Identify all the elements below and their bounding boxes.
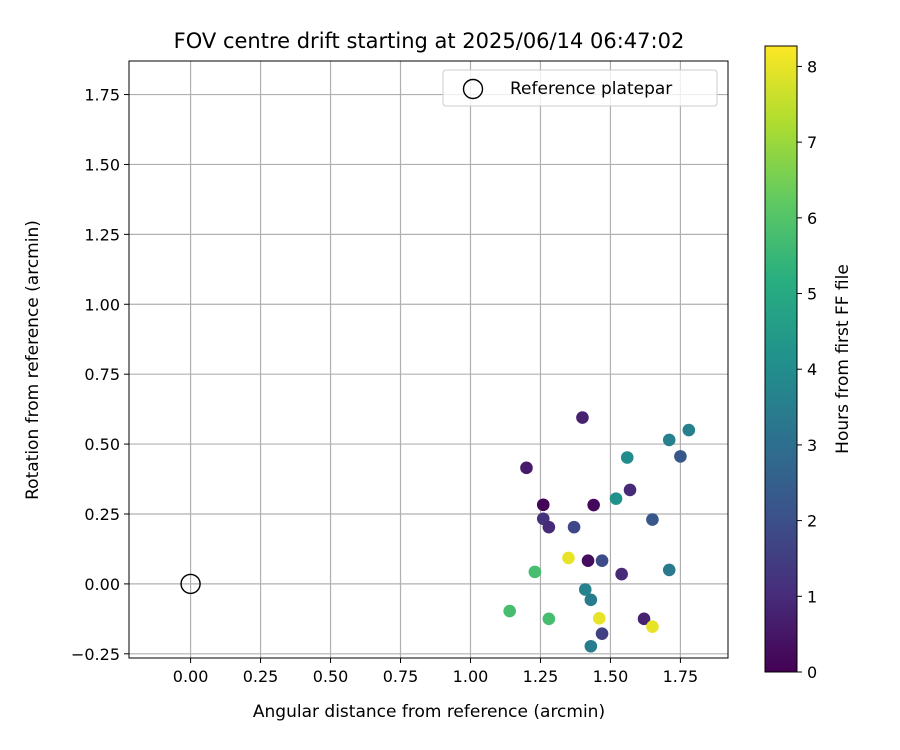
colorbar-tick-label: 0	[807, 663, 817, 682]
legend-marker-icon	[462, 78, 484, 100]
x-tick-label: 1.25	[523, 667, 559, 686]
colorbar-gradient	[764, 45, 798, 673]
data-point	[576, 411, 589, 424]
data-point	[646, 620, 659, 633]
grid	[129, 61, 728, 658]
data-point	[595, 554, 609, 567]
data-point	[662, 563, 676, 577]
chart-title: FOV centre drift starting at 2025/06/14 …	[174, 29, 685, 53]
data-point	[587, 498, 600, 512]
data-point	[620, 451, 634, 464]
colorbar-tick-label: 3	[807, 436, 817, 455]
data-point	[615, 567, 628, 581]
colorbar-tick-label: 4	[807, 360, 817, 379]
data-point	[646, 513, 659, 526]
colorbar-tick-label: 1	[807, 587, 817, 606]
data-point	[528, 565, 542, 579]
data-point	[584, 639, 598, 653]
y-tick-label: 1.00	[84, 295, 120, 314]
y-tick-label: 0.75	[84, 365, 120, 384]
data-point	[584, 593, 598, 607]
y-tick-label: 0.25	[84, 505, 120, 524]
colorbar-tick-label: 2	[807, 512, 817, 531]
colorbar: 0 1 2 3 4 5 6 7 8 Hours from first FF file	[764, 45, 853, 682]
x-tick-label: 0.50	[313, 667, 349, 686]
data-point	[562, 551, 575, 565]
x-tick-label: 0.75	[383, 667, 419, 686]
data-point	[503, 604, 516, 618]
colorbar-tick-label: 7	[807, 133, 817, 152]
x-tick-label: 1.50	[593, 667, 629, 686]
legend-box	[442, 69, 718, 107]
data-point	[609, 492, 623, 505]
y-axis-ticks: −0.25 0.00 0.25 0.50 0.75 1.00 1.25 1.50 1.75	[71, 86, 129, 664]
data-point	[542, 520, 556, 534]
x-axis-label: Angular distance from reference (arcmin)	[253, 702, 605, 722]
data-point	[637, 612, 651, 626]
data-point	[536, 498, 550, 512]
reference-platepar-marker	[180, 573, 201, 595]
y-tick-label: 1.50	[84, 155, 120, 174]
colorbar-tick-label: 5	[807, 285, 817, 304]
y-tick-label: 0.00	[84, 575, 120, 594]
x-tick-label: 1.00	[453, 667, 489, 686]
legend-label: Reference platepar	[510, 79, 672, 99]
data-point	[592, 611, 606, 625]
legend: Reference platepar	[442, 69, 718, 107]
data-point	[674, 450, 687, 463]
data-point	[682, 423, 696, 437]
y-tick-label: 1.25	[84, 225, 120, 244]
x-axis-ticks: 0.00 0.25 0.50 0.75 1.00 1.25 1.50 1.75	[173, 658, 698, 686]
x-tick-label: 0.00	[173, 667, 209, 686]
data-point	[567, 520, 581, 534]
colorbar-ticks: 0 1 2 3 4 5 6 7 8	[797, 57, 817, 682]
data-point	[662, 433, 676, 447]
y-tick-label: 1.75	[84, 86, 120, 105]
colorbar-tick-label: 6	[807, 209, 817, 228]
data-point	[542, 612, 556, 626]
plot-frame	[128, 60, 729, 659]
data-point	[595, 627, 609, 640]
data-points	[503, 411, 696, 653]
data-point	[581, 554, 595, 567]
y-axis-label: Rotation from reference (arcmin)	[23, 220, 43, 500]
y-tick-label: 0.50	[84, 435, 120, 454]
x-tick-label: 0.25	[243, 667, 279, 686]
reference-marker-layer	[180, 573, 201, 595]
data-point	[520, 461, 533, 475]
y-tick-label: −0.25	[71, 645, 120, 664]
colorbar-tick-label: 8	[807, 57, 817, 76]
x-tick-label: 1.75	[663, 667, 699, 686]
data-point	[623, 483, 637, 497]
data-point	[578, 583, 592, 596]
colorbar-label: Hours from first FF file	[833, 264, 853, 454]
